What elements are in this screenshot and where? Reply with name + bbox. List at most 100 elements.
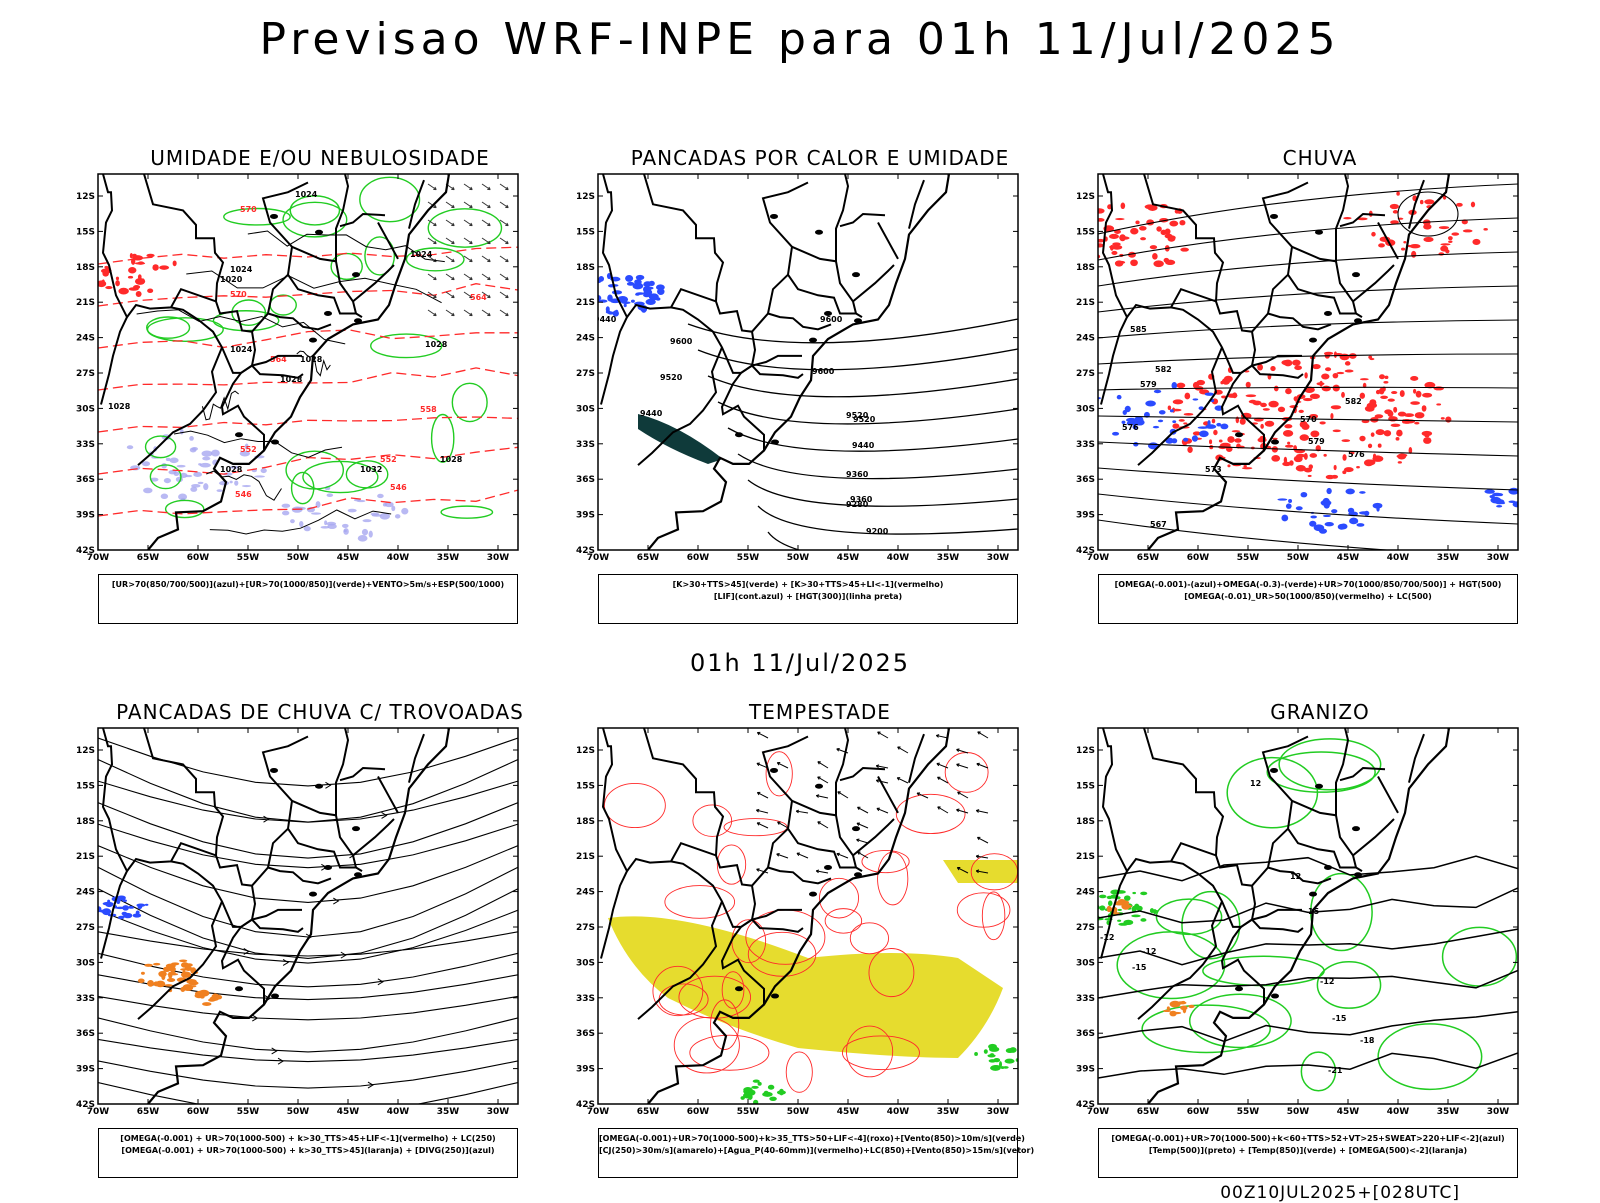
- wind-vector: [427, 309, 437, 317]
- precipitation-area: [1285, 388, 1292, 395]
- wind-vector: [777, 821, 781, 825]
- wind-vector: [427, 183, 437, 191]
- low-level-humidity-contour: [289, 195, 341, 226]
- y-tick-label: 18S: [576, 263, 595, 273]
- thunderstorm-area: [164, 984, 173, 987]
- thickness-label-cluster: [102, 270, 109, 277]
- wind-vector: [433, 186, 437, 191]
- precipitation-area: [1303, 467, 1313, 473]
- precipitation-area: [1319, 421, 1326, 425]
- precipitation-area: [1319, 380, 1323, 387]
- low-level-humidity-contour: [370, 333, 443, 359]
- omega-strong-area: [1121, 903, 1131, 910]
- wind-vector: [777, 762, 789, 769]
- y-tick-label: 18S: [1076, 817, 1095, 827]
- contour-label: 576: [1348, 450, 1365, 459]
- precipitation-area: [1325, 367, 1332, 372]
- contour-label: 585: [1130, 325, 1147, 334]
- main-title: Previsao WRF-INPE para 01h 11/Jul/2025: [259, 14, 1341, 65]
- state-border: [126, 728, 225, 872]
- wind-vector: [837, 791, 841, 795]
- height-contour: [1098, 386, 1518, 391]
- height-contour: [1098, 251, 1518, 287]
- precipitation-area: [1380, 395, 1389, 399]
- panel-tempestade: TEMPESTADE 12S 15S 18S 21S 24S 27S 30S 33S 36S 39…: [570, 700, 1070, 1180]
- wind-vector: [975, 854, 980, 859]
- state-border: [1287, 828, 1356, 869]
- contour-label: 1028: [440, 455, 463, 464]
- omega-weak-area: [1281, 514, 1289, 522]
- precipitation-area: [1082, 252, 1092, 257]
- plot-frame: [597, 727, 1019, 1105]
- precipitation-area: [1436, 403, 1442, 406]
- y-tick-label: 30S: [576, 958, 595, 968]
- wind-vector: [777, 821, 789, 829]
- wind-vector: [957, 791, 961, 795]
- y-tick-label: 21S: [1076, 852, 1095, 862]
- wind-vector: [976, 763, 989, 769]
- precipitation-area: [1112, 242, 1121, 246]
- state-border: [408, 179, 425, 229]
- y-tick-label: 12S: [76, 192, 95, 202]
- omega-strong-area: [1169, 1010, 1177, 1017]
- lifted-index-contour: [611, 290, 623, 295]
- precipitation-area: [1083, 243, 1088, 249]
- x-tick-label: 45W: [337, 553, 360, 563]
- wind-vector: [499, 273, 509, 281]
- precipitation-area: [1221, 395, 1227, 399]
- wind-vector: [481, 255, 491, 263]
- wind-vector: [481, 201, 491, 209]
- thickness-label-cluster: [101, 279, 105, 285]
- contour-label: -18: [1360, 1036, 1375, 1045]
- y-tick-label: 33S: [1076, 440, 1095, 450]
- precipitable-water-contour: [692, 804, 733, 837]
- precipitation-area: [1165, 259, 1176, 265]
- lake-mark: [315, 229, 323, 235]
- humidity-high-level: [201, 450, 213, 457]
- omega-weak-area: [1508, 500, 1516, 503]
- lake-mark: [735, 432, 743, 438]
- contour-label: 570: [240, 205, 257, 214]
- contour-label: 546: [235, 490, 252, 499]
- state-border: [1240, 918, 1304, 933]
- precipitation-area: [1309, 413, 1319, 419]
- y-tick-label: 15S: [76, 227, 95, 237]
- caption-line: [OMEGA(-0.001) + UR>70(1000-500) + k>30_…: [120, 1134, 496, 1143]
- state-border: [877, 222, 899, 260]
- lifted-index-contour: [579, 290, 584, 294]
- state-border: [1408, 179, 1425, 229]
- y-tick-label: 24S: [76, 334, 95, 344]
- contour-label: -12: [1320, 977, 1334, 986]
- wind-vector: [936, 734, 949, 739]
- streamline-arrow: [271, 1047, 278, 1055]
- temp-850-contour-cluster: [1085, 912, 1090, 916]
- precipitation-area: [1164, 228, 1171, 235]
- humidity-high-level: [189, 436, 194, 441]
- x-tick-label: 55W: [737, 1107, 760, 1117]
- state-border: [637, 901, 723, 1020]
- wind-vector: [856, 822, 861, 826]
- contour-label: 9360: [850, 495, 873, 504]
- precipitation-area: [1130, 227, 1139, 235]
- x-tick-label: 35W: [1437, 553, 1460, 563]
- humidity-high-level: [126, 445, 134, 450]
- state-border: [751, 354, 802, 367]
- humidity-high-level: [324, 520, 328, 526]
- omega-weak-area: [1153, 389, 1162, 394]
- contour-label: 1024: [230, 265, 253, 274]
- precipitation-area: [1098, 238, 1105, 243]
- panel-title: CHUVA: [1282, 146, 1358, 170]
- omega-weak-area: [1169, 409, 1174, 413]
- wind-vector: [836, 852, 840, 857]
- state-border: [408, 733, 425, 783]
- panel-pancadas-calor: PANCADAS POR CALOR E UMIDADE 9600 9520 944…: [570, 146, 1070, 626]
- precipitation-area: [1292, 359, 1301, 366]
- precipitation-area: [1379, 374, 1385, 380]
- precipitation-area: [1287, 441, 1291, 445]
- wind-vector: [505, 258, 509, 263]
- precipitation-area: [1456, 202, 1463, 207]
- precipitation-area: [1397, 461, 1402, 464]
- streamline: [98, 1081, 518, 1104]
- precipitation-area: [1152, 253, 1158, 260]
